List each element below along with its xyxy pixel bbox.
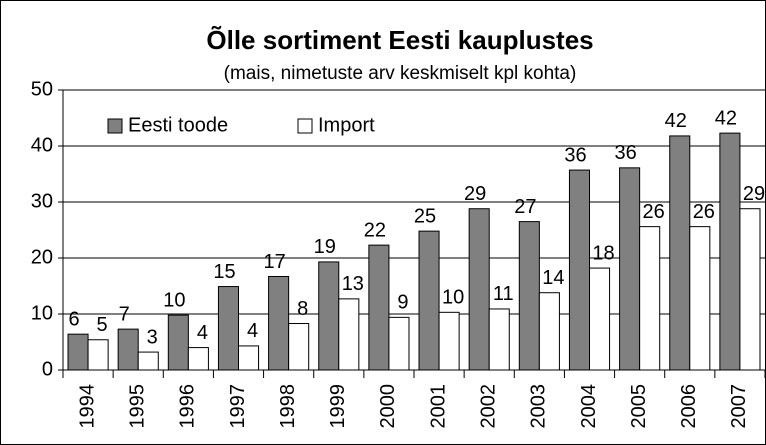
- value-label: 26: [693, 201, 715, 223]
- x-tick-label: 1995: [126, 384, 148, 429]
- value-label: 11: [493, 283, 514, 305]
- value-label: 4: [247, 320, 258, 342]
- bar: [438, 311, 460, 371]
- value-label: 17: [263, 251, 285, 273]
- legend-swatch: [297, 118, 313, 134]
- x-tick-label: 2007: [728, 384, 750, 429]
- bar: [568, 169, 591, 371]
- bar: [117, 328, 139, 371]
- bar: [217, 286, 239, 371]
- bar: [719, 132, 741, 371]
- value-label: 29: [743, 183, 765, 205]
- legend-swatch: [107, 118, 123, 134]
- bar: [538, 292, 560, 371]
- x-tick-label: 1996: [177, 384, 199, 429]
- bar: [187, 347, 209, 371]
- value-label: 22: [364, 219, 386, 241]
- bar: [669, 135, 691, 371]
- value-label: 10: [163, 289, 185, 311]
- value-label: 7: [119, 303, 130, 325]
- x-tick-label: 1994: [76, 384, 98, 429]
- bar: [518, 221, 540, 371]
- value-label: 14: [542, 267, 564, 289]
- value-label: 29: [464, 183, 486, 205]
- value-label: 9: [397, 292, 408, 314]
- bar: [167, 314, 189, 371]
- x-tick-label: 1998: [277, 384, 299, 429]
- value-label: 42: [665, 110, 687, 132]
- bar: [137, 351, 159, 371]
- value-label: 10: [442, 287, 464, 309]
- value-label: 36: [614, 142, 636, 164]
- value-label: 6: [68, 308, 79, 330]
- value-label: 18: [592, 242, 614, 264]
- value-label: 5: [97, 314, 108, 336]
- legend-label: Eesti toode: [128, 114, 228, 136]
- x-tick-label: 2005: [628, 384, 650, 429]
- value-label: 26: [643, 201, 665, 223]
- x-tick-label: 2002: [477, 384, 499, 429]
- chart-title: Õlle sortiment Eesti kauplustes: [206, 25, 593, 55]
- value-label: 8: [297, 298, 308, 320]
- bar: [739, 208, 761, 371]
- value-label: 4: [197, 322, 208, 344]
- bar: [639, 226, 661, 371]
- y-tick-label: 50: [31, 78, 53, 100]
- bar: [589, 267, 611, 371]
- bar: [689, 226, 711, 371]
- value-label: 13: [342, 273, 364, 295]
- bar: [238, 345, 260, 371]
- bar: [338, 298, 360, 371]
- bar: [87, 339, 109, 371]
- bar: [67, 333, 89, 371]
- y-tick-label: 40: [31, 134, 53, 156]
- value-label: 19: [314, 236, 336, 258]
- value-label: 42: [715, 107, 737, 129]
- x-tick-label: 2004: [578, 384, 600, 429]
- x-tick-label: 2001: [427, 384, 449, 429]
- y-tick-label: 30: [31, 190, 53, 212]
- value-label: 25: [414, 205, 436, 227]
- x-tick-label: 2000: [377, 384, 399, 429]
- value-label: 15: [213, 261, 235, 283]
- bar: [488, 308, 510, 371]
- bar: [619, 167, 641, 371]
- bar: [288, 323, 310, 371]
- y-tick-label: 0: [42, 358, 53, 380]
- bar: [388, 316, 410, 371]
- value-label: 3: [147, 326, 158, 348]
- bar: [418, 230, 440, 371]
- x-tick-label: 1999: [327, 384, 349, 429]
- bar: [268, 275, 290, 371]
- value-label: 36: [564, 144, 586, 166]
- y-tick-label: 20: [31, 246, 53, 268]
- value-label: 27: [514, 196, 536, 218]
- bar: [468, 208, 490, 371]
- y-tick-label: 10: [31, 302, 53, 324]
- legend-label: Import: [318, 114, 375, 136]
- bar: [318, 261, 340, 371]
- x-tick-label: 2003: [528, 384, 550, 429]
- chart-subtitle: (mais, nimetuste arv keskmiselt kpl koht…: [224, 63, 577, 84]
- bar: [368, 244, 390, 371]
- x-tick-label: 1997: [227, 384, 249, 429]
- x-tick-label: 2006: [678, 384, 700, 429]
